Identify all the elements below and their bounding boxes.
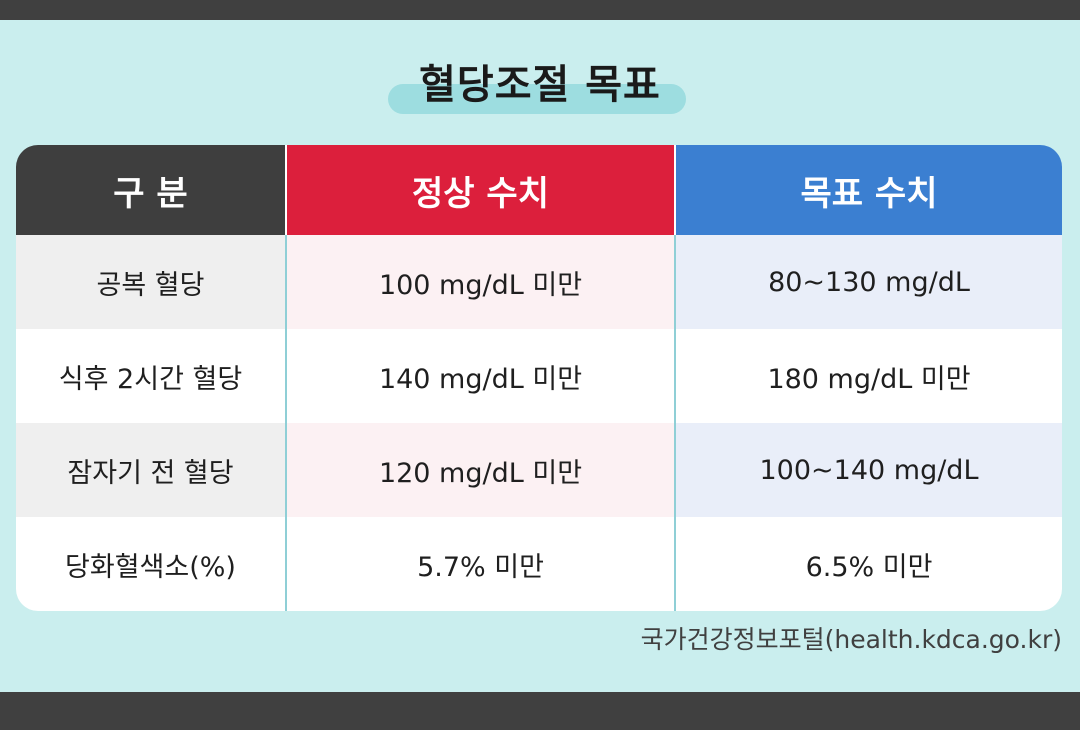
infographic-card: 혈당조절 목표 구 분 정상 수치 목표 수치 공복 혈당 100 mg/dL … [0,20,1080,692]
blood-sugar-goals-table: 구 분 정상 수치 목표 수치 공복 혈당 100 mg/dL 미만 80~13… [16,145,1062,611]
row-label: 당화혈색소(%) [16,517,285,611]
target-value: 6.5% 미만 [674,517,1062,611]
table-row: 식후 2시간 혈당 140 mg/dL 미만 180 mg/dL 미만 [16,329,1062,423]
table-row: 공복 혈당 100 mg/dL 미만 80~130 mg/dL [16,235,1062,329]
column-header-target: 목표 수치 [674,145,1062,235]
normal-value: 100 mg/dL 미만 [285,235,674,329]
row-label: 잠자기 전 혈당 [16,423,285,517]
target-value: 180 mg/dL 미만 [674,329,1062,423]
target-value: 100~140 mg/dL [674,423,1062,517]
source-credit: 국가건강정보포털(health.kdca.go.kr) [640,625,1062,654]
table-row: 잠자기 전 혈당 120 mg/dL 미만 100~140 mg/dL [16,423,1062,517]
page-title: 혈당조절 목표 [419,62,661,108]
normal-value: 120 mg/dL 미만 [285,423,674,517]
table-row: 당화혈색소(%) 5.7% 미만 6.5% 미만 [16,517,1062,611]
target-value: 80~130 mg/dL [674,235,1062,329]
title-block: 혈당조절 목표 [0,44,1080,114]
normal-value: 140 mg/dL 미만 [285,329,674,423]
title-highlight [388,84,686,114]
normal-value: 5.7% 미만 [285,517,674,611]
row-label: 공복 혈당 [16,235,285,329]
row-label: 식후 2시간 혈당 [16,329,285,423]
column-header-category: 구 분 [16,145,285,235]
column-header-normal: 정상 수치 [285,145,674,235]
table-header-row: 구 분 정상 수치 목표 수치 [16,145,1062,235]
